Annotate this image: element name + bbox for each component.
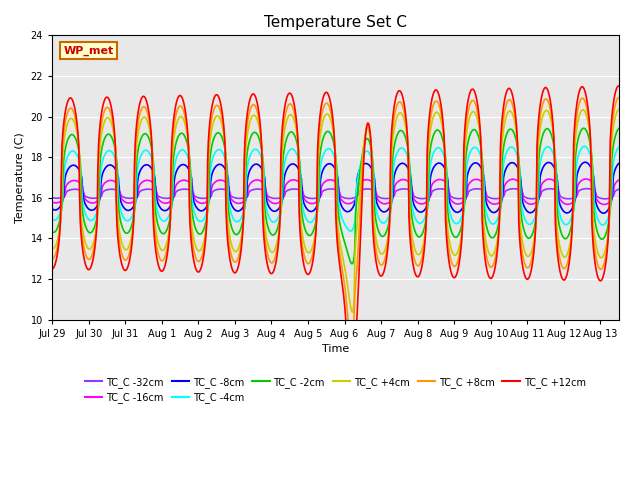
TC_C -16cm (619, 176, 627, 182)
TC_C -2cm (117, 219, 125, 225)
Line: TC_C -16cm: TC_C -16cm (52, 179, 637, 204)
TC_C -2cm (406, 165, 413, 170)
TC_C -8cm (48, 206, 56, 212)
TC_C -16cm (633, 201, 640, 206)
TC_C +8cm (253, 108, 261, 114)
TC_C +8cm (275, 227, 283, 233)
TC_C +4cm (48, 245, 56, 251)
Line: TC_C -8cm: TC_C -8cm (52, 162, 637, 213)
TC_C -8cm (253, 161, 261, 167)
TC_C -32cm (253, 186, 261, 192)
TC_C -4cm (617, 143, 625, 149)
TC_C -16cm (225, 182, 232, 188)
TC_C +12cm (253, 100, 261, 106)
TC_C +4cm (117, 235, 125, 241)
TC_C +12cm (349, 413, 356, 419)
X-axis label: Time: Time (322, 344, 349, 354)
TC_C -32cm (601, 196, 609, 202)
Title: Temperature Set C: Temperature Set C (264, 15, 407, 30)
TC_C -2cm (633, 236, 640, 242)
TC_C -16cm (253, 177, 261, 183)
TC_C -8cm (438, 161, 445, 167)
TC_C -32cm (633, 195, 640, 201)
TC_C -2cm (616, 125, 624, 131)
Text: WP_met: WP_met (63, 45, 114, 56)
TC_C -4cm (117, 207, 125, 213)
TC_C -4cm (48, 216, 56, 222)
TC_C +12cm (406, 230, 413, 236)
TC_C -32cm (48, 195, 56, 201)
TC_C -2cm (438, 136, 446, 142)
TC_C +12cm (225, 244, 232, 250)
TC_C +12cm (275, 229, 283, 235)
TC_C +8cm (615, 95, 623, 100)
TC_C +4cm (438, 125, 446, 131)
Line: TC_C -4cm: TC_C -4cm (52, 146, 637, 231)
TC_C -16cm (275, 199, 283, 205)
Y-axis label: Temperature (C): Temperature (C) (15, 132, 25, 223)
TC_C -2cm (225, 206, 232, 212)
TC_C -8cm (600, 210, 607, 216)
TC_C -32cm (225, 188, 232, 193)
TC_C -2cm (253, 132, 261, 137)
TC_C -8cm (275, 205, 283, 211)
Line: TC_C +8cm: TC_C +8cm (52, 97, 637, 360)
TC_C -4cm (225, 192, 232, 198)
TC_C +4cm (633, 255, 640, 261)
TC_C +4cm (616, 106, 623, 112)
TC_C +8cm (438, 120, 446, 125)
TC_C -2cm (48, 229, 56, 235)
TC_C +4cm (253, 117, 261, 122)
Line: TC_C +12cm: TC_C +12cm (52, 86, 637, 416)
TC_C +12cm (615, 83, 623, 89)
TC_C -32cm (620, 186, 627, 192)
TC_C -4cm (633, 221, 640, 227)
TC_C -32cm (438, 186, 445, 192)
Legend: TC_C -32cm, TC_C -16cm, TC_C -8cm, TC_C -4cm, TC_C -2cm, TC_C +4cm, TC_C +8cm, T: TC_C -32cm, TC_C -16cm, TC_C -8cm, TC_C … (81, 373, 589, 408)
TC_C -32cm (117, 192, 125, 197)
TC_C -2cm (275, 218, 283, 224)
Line: TC_C -32cm: TC_C -32cm (52, 189, 637, 199)
Line: TC_C -2cm: TC_C -2cm (52, 128, 637, 264)
TC_C -16cm (600, 202, 608, 207)
TC_C -8cm (618, 159, 625, 165)
TC_C -8cm (117, 198, 125, 204)
TC_C +12cm (438, 114, 446, 120)
TC_C +8cm (633, 267, 640, 273)
TC_C -16cm (405, 179, 413, 185)
TC_C +8cm (117, 246, 125, 252)
TC_C +12cm (633, 279, 640, 285)
TC_C +4cm (349, 309, 356, 315)
TC_C -4cm (275, 212, 283, 217)
TC_C -16cm (48, 199, 56, 205)
TC_C -16cm (438, 177, 445, 182)
TC_C -8cm (405, 168, 413, 173)
TC_C +8cm (225, 233, 232, 239)
TC_C +4cm (225, 223, 232, 228)
TC_C +12cm (48, 266, 56, 272)
TC_C -8cm (633, 209, 640, 215)
TC_C +12cm (117, 257, 125, 263)
TC_C +4cm (406, 206, 413, 212)
TC_C -32cm (405, 187, 413, 192)
TC_C -8cm (225, 176, 232, 181)
TC_C +8cm (406, 220, 413, 226)
TC_C -4cm (406, 164, 413, 169)
TC_C -32cm (275, 195, 283, 201)
TC_C -4cm (438, 149, 446, 155)
TC_C +8cm (48, 256, 56, 262)
TC_C -16cm (117, 194, 125, 200)
TC_C -4cm (253, 147, 261, 153)
TC_C -2cm (348, 261, 356, 266)
TC_C +8cm (349, 357, 356, 362)
TC_C -4cm (347, 228, 355, 234)
Line: TC_C +4cm: TC_C +4cm (52, 109, 637, 312)
TC_C +4cm (275, 225, 283, 231)
